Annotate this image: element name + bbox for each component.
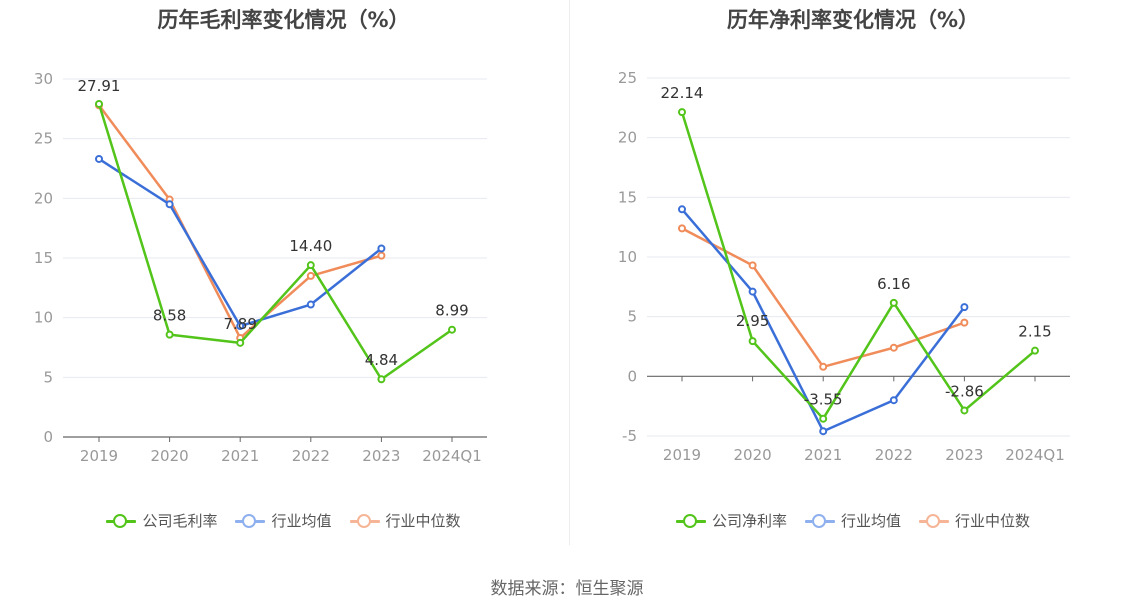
data-label: 2.95 xyxy=(736,312,769,330)
legend-symbol-icon xyxy=(235,513,266,528)
data-point-avg xyxy=(306,300,315,309)
x-tick-label: 2019 xyxy=(80,447,118,465)
x-tick-label: 2020 xyxy=(151,447,189,465)
data-point-company xyxy=(236,338,245,347)
chart-legend: 公司毛利率 行业均值 行业中位数 xyxy=(0,510,567,531)
data-point-median xyxy=(748,261,757,270)
series-line-company xyxy=(97,103,453,381)
data-point-median xyxy=(889,343,898,352)
y-tick-label: 0 xyxy=(43,428,53,446)
gross-margin-chart: 历年毛利率变化情况（%） 0 5 10 15 20 25 30 2019 2020 2021 202… xyxy=(0,0,567,560)
legend-symbol-icon xyxy=(106,513,137,528)
data-point-avg xyxy=(678,205,686,214)
x-tick-label: 2021 xyxy=(221,447,259,465)
data-label: 4.84 xyxy=(365,351,398,369)
data-label: 6.16 xyxy=(877,275,910,293)
legend-item-industry-median[interactable]: 行业中位数 xyxy=(919,510,1030,531)
data-point-company xyxy=(1031,346,1039,355)
legend-label: 公司净利率 xyxy=(711,512,787,530)
data-point-company xyxy=(960,406,969,415)
data-label: 22.14 xyxy=(661,84,704,102)
legend-symbol-icon xyxy=(919,513,949,528)
y-tick-label: 0 xyxy=(627,367,637,385)
data-point-company xyxy=(377,375,386,384)
net-margin-chart: 历年净利率变化情况（%） -5 0 5 10 15 20 25 2019 2020 2021 202… xyxy=(572,0,1134,560)
legend-label: 公司毛利率 xyxy=(142,512,218,530)
data-label: 8.99 xyxy=(435,302,468,320)
y-tick-label: 5 xyxy=(627,308,637,326)
series-line-median xyxy=(97,104,382,340)
y-tick-label: 10 xyxy=(618,248,637,266)
x-tick-label: 2024Q1 xyxy=(1005,446,1065,464)
data-point-company xyxy=(678,108,686,117)
x-tick-label: 2020 xyxy=(734,446,772,464)
legend-symbol-icon xyxy=(675,513,706,528)
x-tick-label: 2023 xyxy=(945,446,983,464)
panel-divider xyxy=(569,0,570,545)
x-tick-label: 2022 xyxy=(875,446,913,464)
y-tick-label: 15 xyxy=(618,188,637,206)
legend-label: 行业均值 xyxy=(840,512,901,530)
y-tick-label: -5 xyxy=(622,427,637,445)
chart-title: 历年毛利率变化情况（%） xyxy=(157,8,410,32)
data-point-company xyxy=(889,298,898,307)
legend-label: 行业中位数 xyxy=(955,512,1031,530)
data-label: 14.40 xyxy=(289,237,332,255)
y-tick-label: 10 xyxy=(34,309,53,327)
y-tick-label: 25 xyxy=(34,130,53,148)
x-tick-label: 2022 xyxy=(292,447,330,465)
data-point-avg xyxy=(960,303,969,312)
data-point-company xyxy=(165,330,174,339)
data-point-avg xyxy=(377,244,386,253)
legend-label: 行业中位数 xyxy=(385,512,461,530)
y-tick-label: 5 xyxy=(43,368,53,386)
gross-margin-plot: 0 5 10 15 20 25 30 2019 2020 2021 2022 2023 2024Q1 27… xyxy=(34,70,487,465)
chart-title: 历年净利率变化情况（%） xyxy=(726,8,980,32)
data-label: -2.86 xyxy=(945,382,984,400)
data-point-median xyxy=(819,362,828,371)
data-point-avg xyxy=(889,396,898,405)
y-tick-label: 25 xyxy=(618,69,637,87)
series-line-company xyxy=(680,111,1036,420)
legend-item-company[interactable]: 公司毛利率 xyxy=(106,510,217,531)
x-tick-label: 2023 xyxy=(362,447,400,465)
data-point-median xyxy=(306,271,315,280)
legend-label: 行业均值 xyxy=(271,512,332,530)
data-point-company xyxy=(748,337,757,346)
data-point-median xyxy=(678,224,686,233)
data-point-median xyxy=(377,251,386,260)
legend-item-industry-average[interactable]: 行业均值 xyxy=(235,510,332,531)
x-tick-label: 2024Q1 xyxy=(422,447,482,465)
data-point-median xyxy=(960,318,969,327)
legend-item-company[interactable]: 公司净利率 xyxy=(675,510,787,531)
data-point-avg xyxy=(95,154,103,163)
legend-symbol-icon xyxy=(349,513,380,528)
y-tick-label: 20 xyxy=(618,129,637,147)
y-tick-label: 20 xyxy=(34,189,53,207)
x-tick-label: 2019 xyxy=(663,446,701,464)
data-point-avg xyxy=(819,427,828,436)
y-tick-label: 30 xyxy=(34,70,53,88)
chart-legend: 公司净利率 行业均值 行业中位数 xyxy=(572,510,1134,531)
data-point-company xyxy=(95,99,103,108)
net-margin-plot: -5 0 5 10 15 20 25 2019 2020 2021 2022 2023 2024Q1 22… xyxy=(618,69,1070,464)
data-label: 8.58 xyxy=(153,307,186,325)
legend-item-industry-median[interactable]: 行业中位数 xyxy=(349,510,461,531)
data-point-avg xyxy=(748,287,757,296)
legend-symbol-icon xyxy=(804,513,835,528)
legend-item-industry-average[interactable]: 行业均值 xyxy=(804,510,901,531)
data-point-company xyxy=(819,414,828,423)
y-tick-label: 15 xyxy=(34,249,53,267)
data-point-company xyxy=(306,261,315,270)
data-source: 数据来源：恒生聚源 xyxy=(490,579,644,599)
data-label: 27.91 xyxy=(78,77,121,95)
data-label: -3.55 xyxy=(804,391,843,409)
data-point-avg xyxy=(236,322,245,331)
data-label: 7.89 xyxy=(223,315,256,333)
data-point-avg xyxy=(165,200,174,209)
data-label: 2.15 xyxy=(1018,323,1051,341)
data-point-company xyxy=(448,325,456,334)
x-tick-label: 2021 xyxy=(804,446,842,464)
